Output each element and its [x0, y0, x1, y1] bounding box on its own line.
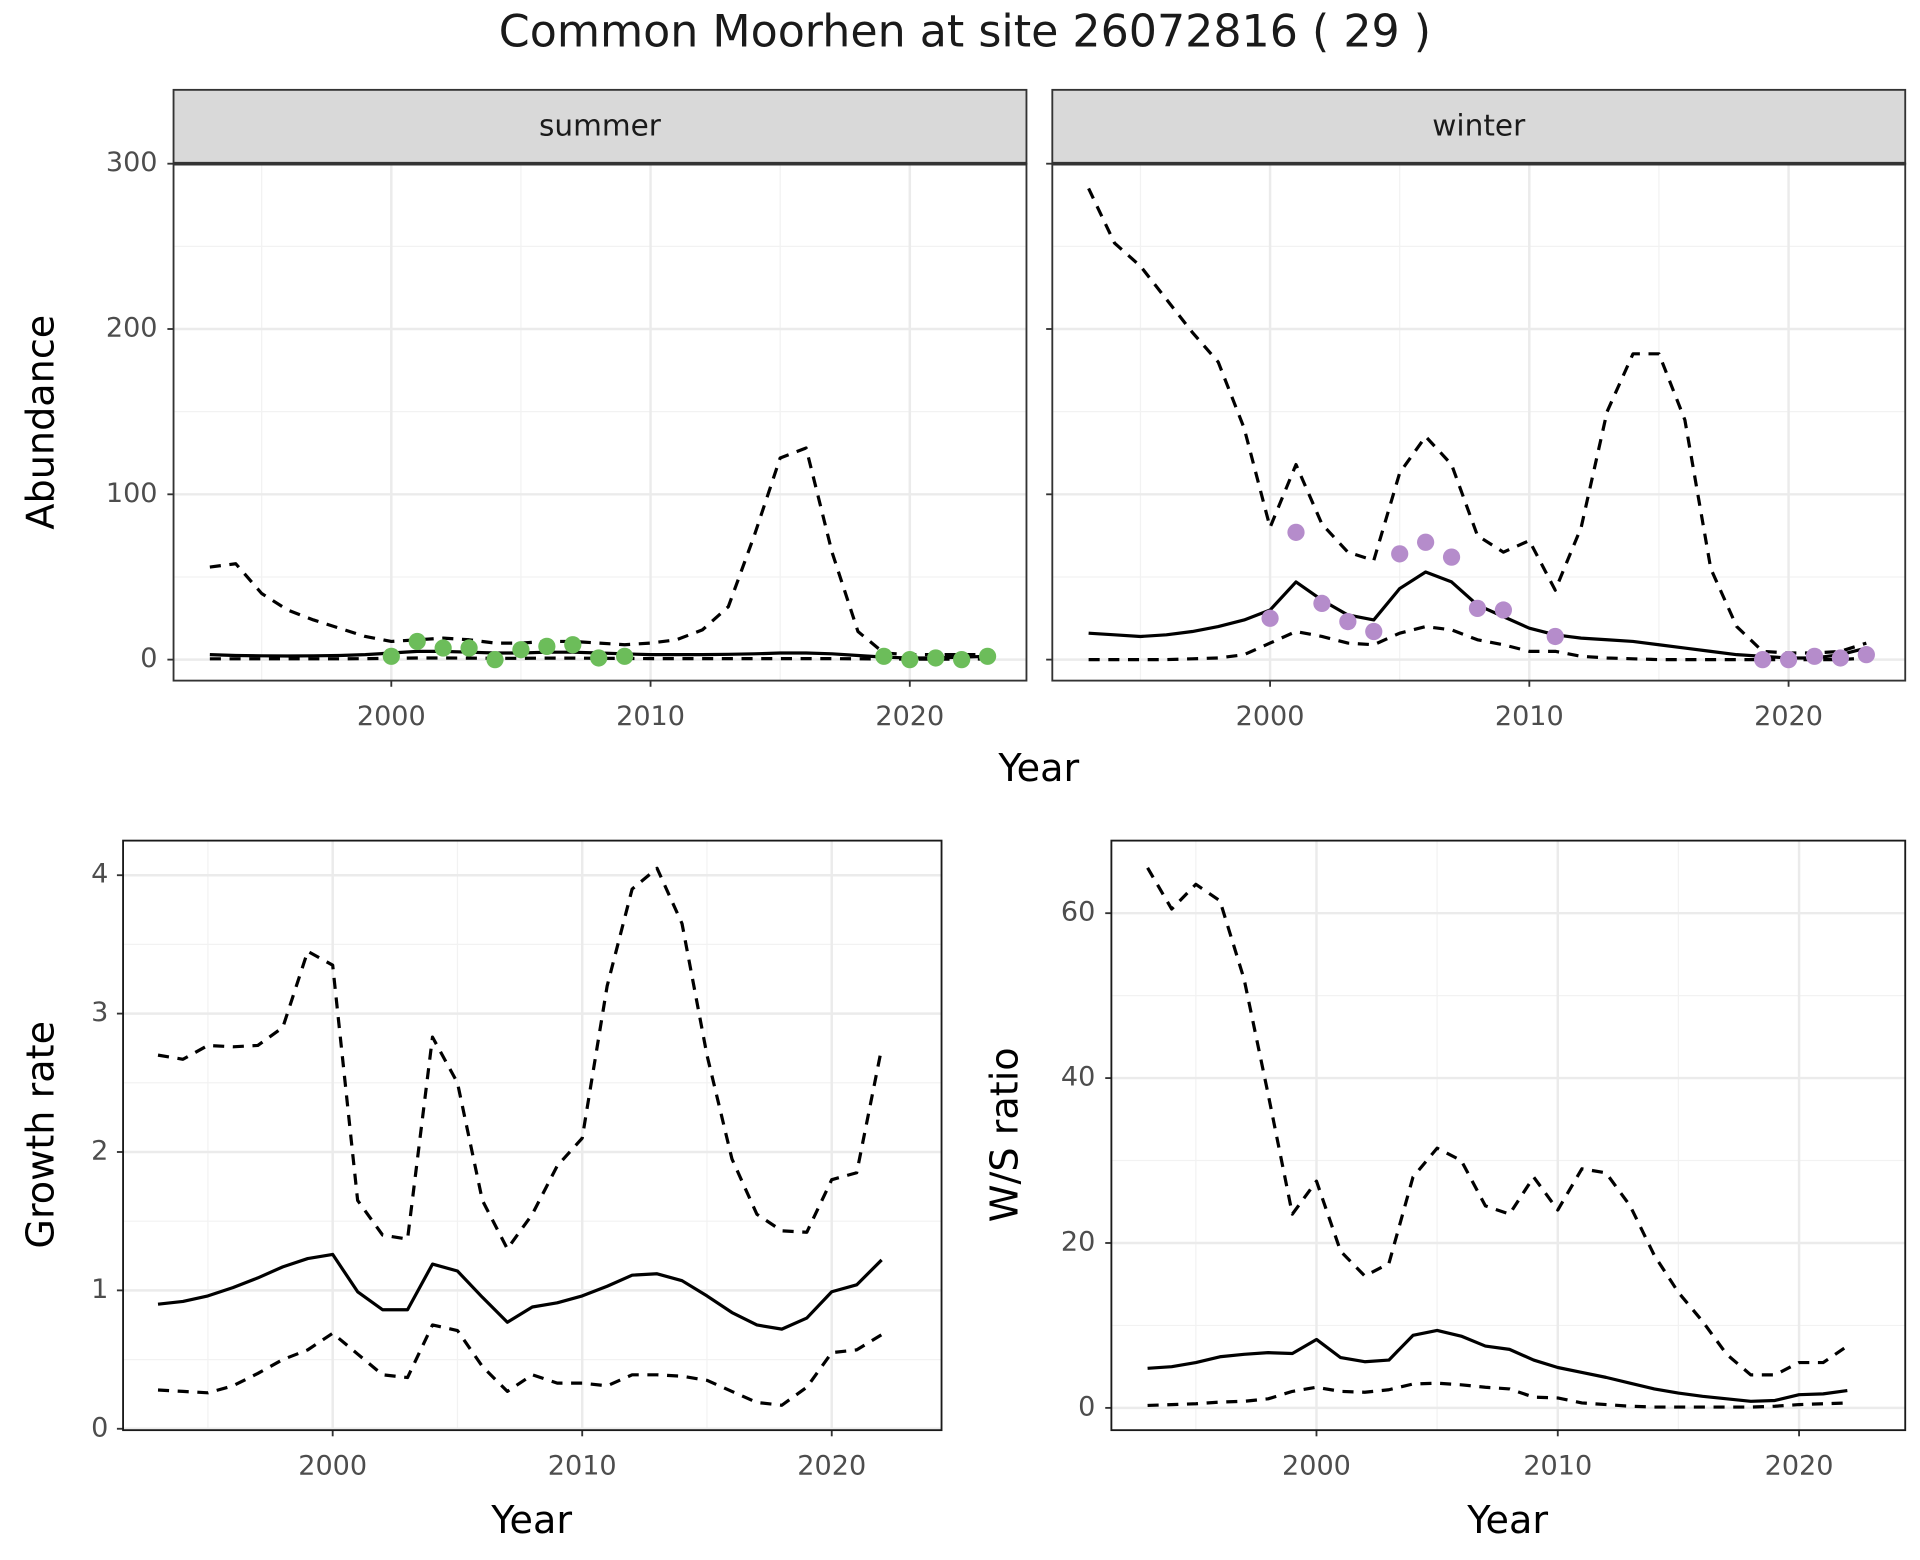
- x-tick-label: 2000: [1282, 1451, 1351, 1482]
- estimate-line: [157, 1252, 883, 1331]
- x-tick-label: 2010: [1495, 701, 1564, 732]
- x-axis-title: Year: [997, 746, 1079, 790]
- data-point: [927, 649, 945, 667]
- panel-background: [1111, 840, 1906, 1431]
- x-tick-label: 2010: [1523, 1451, 1592, 1482]
- panel-border: [1110, 839, 1907, 1432]
- data-point: [1287, 523, 1305, 541]
- data-point: [590, 649, 608, 667]
- x-tick-label: 2000: [1236, 701, 1305, 732]
- y-axis-title: W/S ratio: [982, 1047, 1026, 1222]
- x-tick-label: 2010: [616, 701, 685, 732]
- y-tick-label: 40: [1061, 1062, 1095, 1093]
- data-point: [538, 637, 556, 656]
- interval-line: [157, 1323, 883, 1407]
- data-point: [616, 647, 634, 665]
- y-axis-title: Growth rate: [19, 1021, 63, 1249]
- y-tick-label: 0: [91, 1412, 108, 1443]
- panel-background: [1052, 163, 1906, 681]
- data-point: [1857, 646, 1875, 664]
- y-tick-label: 20: [1061, 1226, 1095, 1257]
- data-point: [1546, 627, 1564, 646]
- panel-background: [173, 163, 1027, 681]
- interval-line: [209, 446, 988, 657]
- data-point: [1779, 651, 1798, 669]
- y-tick-label: 100: [106, 478, 158, 509]
- y-tick-label: 0: [140, 643, 157, 674]
- data-point: [875, 647, 893, 665]
- x-tick-label: 2020: [875, 701, 944, 732]
- panel-background: [123, 840, 942, 1431]
- y-tick-label: 0: [1078, 1391, 1095, 1422]
- data-point: [1365, 622, 1383, 641]
- x-tick-label: 2020: [797, 1451, 866, 1482]
- data-point: [1442, 548, 1461, 566]
- data-point: [512, 641, 530, 659]
- x-tick-label: 2000: [357, 701, 426, 732]
- y-tick-label: 200: [106, 313, 158, 344]
- y-tick-label: 2: [91, 1135, 108, 1166]
- y-tick-label: 60: [1061, 897, 1095, 928]
- y-tick-label: 3: [91, 997, 108, 1028]
- data-point: [1494, 601, 1513, 619]
- data-point: [901, 651, 919, 669]
- x-tick-label: 2010: [548, 1451, 617, 1482]
- data-point: [1313, 594, 1331, 613]
- data-point: [434, 639, 452, 657]
- estimate-line: [1147, 1328, 1848, 1403]
- data-point: [953, 651, 971, 669]
- y-tick-label: 300: [106, 147, 158, 178]
- strip: [1051, 88, 1907, 165]
- data-point: [382, 647, 400, 665]
- data-point: [1339, 612, 1357, 631]
- interval-line: [1087, 187, 1867, 655]
- data-point: [1468, 599, 1487, 617]
- x-axis-title: Year: [1466, 1498, 1548, 1542]
- data-point: [1831, 649, 1850, 667]
- data-point: [486, 651, 504, 669]
- data-point: [1805, 647, 1824, 665]
- strip-label: winter: [1432, 108, 1526, 142]
- y-axis-title: Abundance: [19, 315, 63, 530]
- x-axis-title: Year: [490, 1498, 572, 1542]
- data-point: [1417, 533, 1435, 551]
- figure-title: Common Moorhen at site 26072816 ( 29 ): [499, 6, 1431, 57]
- data-point: [978, 647, 997, 665]
- x-tick-label: 2020: [1765, 1451, 1834, 1482]
- interval-line: [1088, 624, 1867, 662]
- data-point: [460, 639, 478, 657]
- y-tick-label: 4: [91, 859, 108, 890]
- data-point: [564, 636, 582, 654]
- y-tick-label: 1: [91, 1274, 108, 1305]
- x-tick-label: 2000: [298, 1451, 367, 1482]
- strip-label: summer: [539, 108, 662, 142]
- data-point: [1261, 609, 1279, 627]
- x-tick-label: 2020: [1754, 701, 1823, 732]
- data-point: [408, 632, 426, 651]
- data-point: [1391, 545, 1409, 563]
- interval-line: [1146, 867, 1849, 1377]
- strip: [172, 88, 1028, 165]
- panel-border: [122, 839, 943, 1432]
- data-point: [1754, 651, 1772, 669]
